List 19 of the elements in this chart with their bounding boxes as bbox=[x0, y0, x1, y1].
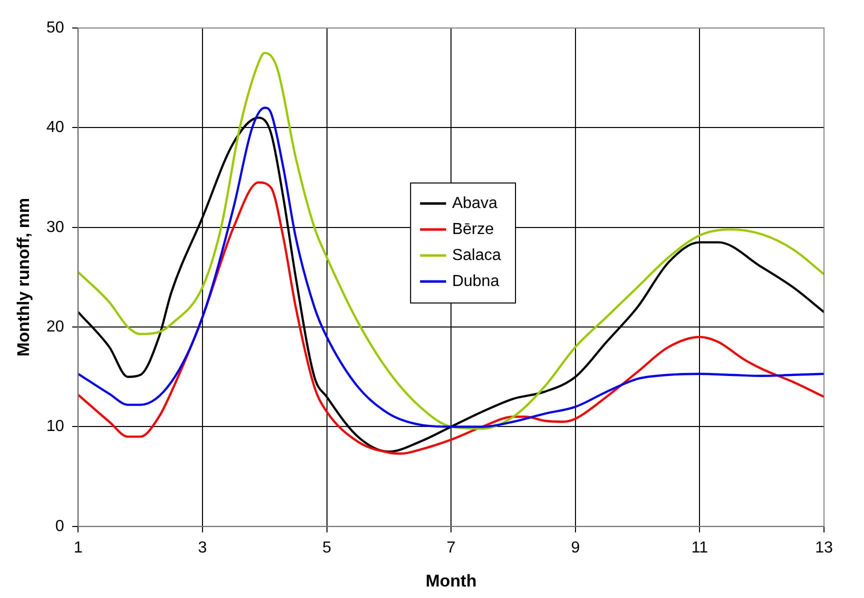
legend-label: Abava bbox=[452, 194, 498, 212]
x-tick-label: 11 bbox=[691, 539, 708, 556]
x-tick-label: 3 bbox=[198, 539, 208, 556]
y-tick-label: 0 bbox=[55, 518, 64, 535]
x-tick-label: 5 bbox=[322, 539, 332, 556]
y-axis-title: Monthly runoff, mm bbox=[14, 198, 33, 357]
y-tick-label: 40 bbox=[46, 119, 64, 136]
x-tick-label: 7 bbox=[446, 539, 456, 556]
x-axis-title: Month bbox=[426, 571, 477, 590]
x-tick-label: 1 bbox=[74, 539, 83, 556]
y-tick-label: 20 bbox=[46, 318, 64, 336]
x-tick-label: 9 bbox=[570, 539, 580, 556]
x-tick-label: 13 bbox=[815, 539, 833, 556]
y-tick-label: 10 bbox=[46, 418, 64, 436]
legend-label: Dubna bbox=[452, 272, 500, 290]
legend-label: Salaca bbox=[452, 246, 502, 264]
y-tick-label: 30 bbox=[46, 218, 64, 236]
y-tick-label: 50 bbox=[46, 19, 64, 36]
legend-label: Bērze bbox=[452, 220, 494, 238]
